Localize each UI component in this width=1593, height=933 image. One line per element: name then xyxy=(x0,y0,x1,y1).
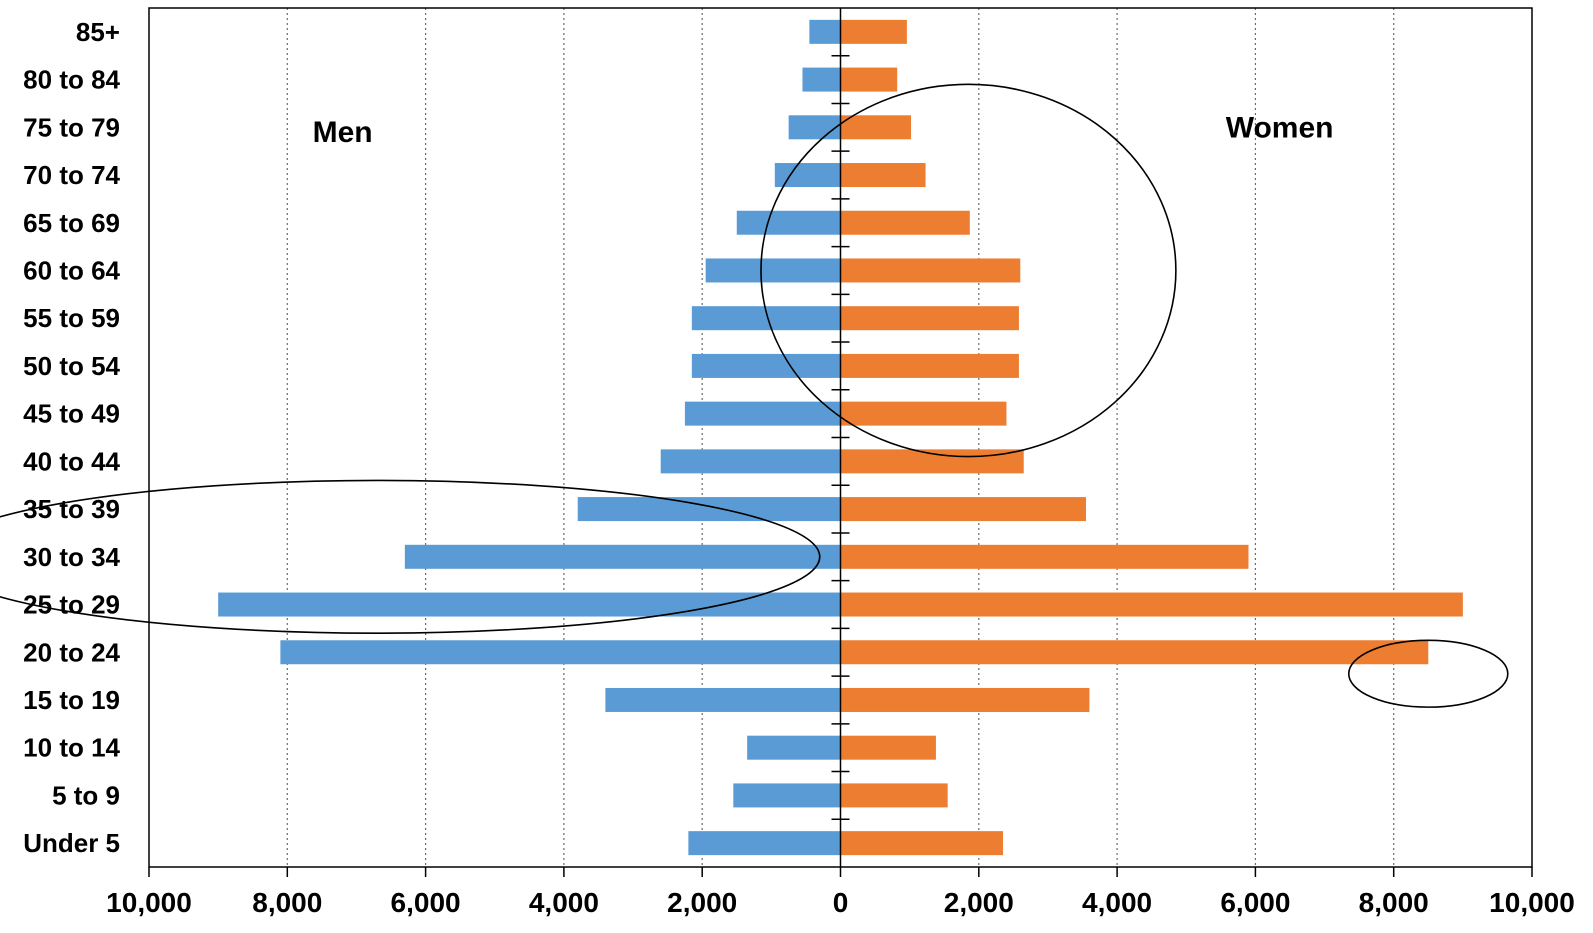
bar-left-7 xyxy=(577,497,841,522)
bar-right-4 xyxy=(840,640,1429,665)
bar-left-17 xyxy=(809,19,841,44)
bar-right-15 xyxy=(840,115,912,140)
category-label: 45 to 49 xyxy=(23,399,120,429)
bar-left-8 xyxy=(660,449,841,474)
category-label: 10 to 14 xyxy=(23,733,120,763)
x-tick-label: 6,000 xyxy=(391,887,461,918)
bar-right-5 xyxy=(840,592,1463,617)
category-label: 25 to 29 xyxy=(23,590,120,620)
bar-right-13 xyxy=(840,210,970,235)
category-label: 40 to 44 xyxy=(23,446,120,476)
bar-right-17 xyxy=(840,19,907,44)
bar-left-16 xyxy=(802,67,841,92)
category-label: 50 to 54 xyxy=(23,351,120,381)
bar-right-1 xyxy=(840,783,948,808)
highlight-ellipse xyxy=(760,83,1177,458)
x-tick-label: 2,000 xyxy=(667,887,737,918)
x-tick-label: 4,000 xyxy=(529,887,599,918)
bar-right-9 xyxy=(840,401,1007,426)
bar-right-2 xyxy=(840,735,936,760)
highlight-ellipse xyxy=(1347,639,1509,708)
category-label: 70 to 74 xyxy=(23,160,120,190)
bar-right-3 xyxy=(840,687,1090,712)
bar-right-12 xyxy=(840,258,1021,283)
bar-left-1 xyxy=(733,783,841,808)
bar-right-7 xyxy=(840,497,1086,522)
x-tick-label: 6,000 xyxy=(1220,887,1290,918)
x-tick-labels: 10,000 8,000 6,000 4,000 2,000 0 2,000 4,000 6,0… xyxy=(106,887,1575,918)
bar-right-6 xyxy=(840,544,1249,569)
x-tick-label: 8,000 xyxy=(252,887,322,918)
bar-right-0 xyxy=(840,831,1004,856)
bar-left-4 xyxy=(280,640,841,665)
bar-left-13 xyxy=(736,210,841,235)
x-tick-label: 10,000 xyxy=(106,887,192,918)
x-tick-label: 2,000 xyxy=(944,887,1014,918)
category-label: 60 to 64 xyxy=(23,255,120,285)
bars xyxy=(218,19,1463,856)
bar-left-10 xyxy=(691,353,841,378)
category-label: 5 to 9 xyxy=(52,780,120,810)
bar-left-12 xyxy=(705,258,841,283)
bar-left-2 xyxy=(747,735,841,760)
category-label: 75 to 79 xyxy=(23,112,120,142)
x-tick-label: 0 xyxy=(833,887,849,918)
highlight-ellipse xyxy=(0,479,821,634)
bar-left-15 xyxy=(788,115,841,140)
category-labels: Under 5 5 to 9 10 to 14 15 to 19 20 to 24 25 … xyxy=(23,17,120,858)
x-tick-label: 10,000 xyxy=(1489,887,1575,918)
category-label: Under 5 xyxy=(23,828,120,858)
category-label: 55 to 59 xyxy=(23,303,120,333)
category-label: 20 to 24 xyxy=(23,637,120,667)
category-label: 65 to 69 xyxy=(23,208,120,238)
category-label: 30 to 34 xyxy=(23,542,120,572)
annotations: Men Women xyxy=(0,83,1509,708)
category-label: 80 to 84 xyxy=(23,65,120,95)
bar-left-3 xyxy=(605,687,841,712)
x-tick-label: 8,000 xyxy=(1359,887,1429,918)
x-tick-label: 4,000 xyxy=(1082,887,1152,918)
axes xyxy=(148,7,1533,877)
annotation-label: Men xyxy=(313,116,373,149)
bar-right-10 xyxy=(840,353,1019,378)
bar-right-16 xyxy=(840,67,898,92)
category-label: 15 to 19 xyxy=(23,685,120,715)
category-label: 85+ xyxy=(76,17,120,47)
annotation-label: Women xyxy=(1226,111,1334,144)
bar-right-11 xyxy=(840,306,1019,331)
gridlines xyxy=(286,8,1395,867)
category-label: 35 to 39 xyxy=(23,494,120,524)
bar-right-14 xyxy=(840,163,926,188)
bar-left-0 xyxy=(688,831,841,856)
bar-left-9 xyxy=(684,401,841,426)
bar-left-5 xyxy=(218,592,841,617)
bar-left-6 xyxy=(404,544,841,569)
